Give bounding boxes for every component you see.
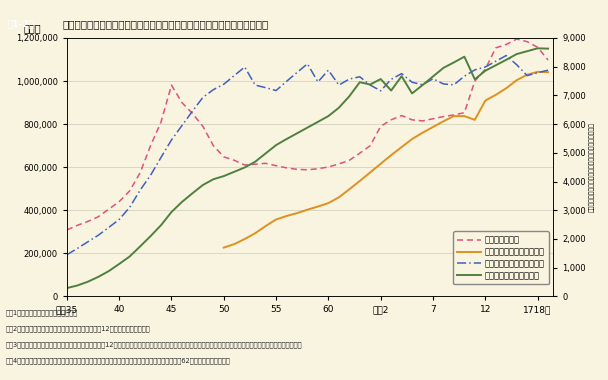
Text: （人）: （人） (23, 23, 41, 33)
Legend: 死傷者数（人）, 自動車走行キロ（億キロ）, 運転免許保有者数（万人）, 自動車保有台数（万台）: 死傷者数（人）, 自動車走行キロ（億キロ）, 運転免許保有者数（万人）, 自動車… (454, 231, 549, 285)
Text: 3　自動車保有台数は国土交通省資料により，各年12月末現在の値である。保有台数には第１種及び第２種原動機付自転車並びに小型特殊自動車を含まない。: 3 自動車保有台数は国土交通省資料により，各年12月末現在の値である。保有台数に… (6, 342, 303, 348)
Y-axis label: 運転免許保有者数・自動車保有台数・自動車走行キロ: 運転免許保有者数・自動車保有台数・自動車走行キロ (589, 122, 595, 212)
Text: 死傷者数，運転免許保有者数，自動車保有台数及び自動車走行キロの推移: 死傷者数，運転免許保有者数，自動車保有台数及び自動車走行キロの推移 (63, 19, 269, 29)
Text: 4　自動車走行キロは国土交通省資料により，各年度の値である。軽自動車によるものは昭和62年度から計上された。: 4 自動車走行キロは国土交通省資料により，各年度の値である。軽自動車によるものは… (6, 358, 231, 364)
Text: 第1-2図: 第1-2図 (8, 19, 35, 28)
Text: 注　1　死傷者数は警察庁資料による。: 注 1 死傷者数は警察庁資料による。 (6, 310, 78, 316)
Text: 2　運転免許保有者数は警察庁資料により，各年12月末現在の値である。: 2 運転免許保有者数は警察庁資料により，各年12月末現在の値である。 (6, 326, 151, 332)
